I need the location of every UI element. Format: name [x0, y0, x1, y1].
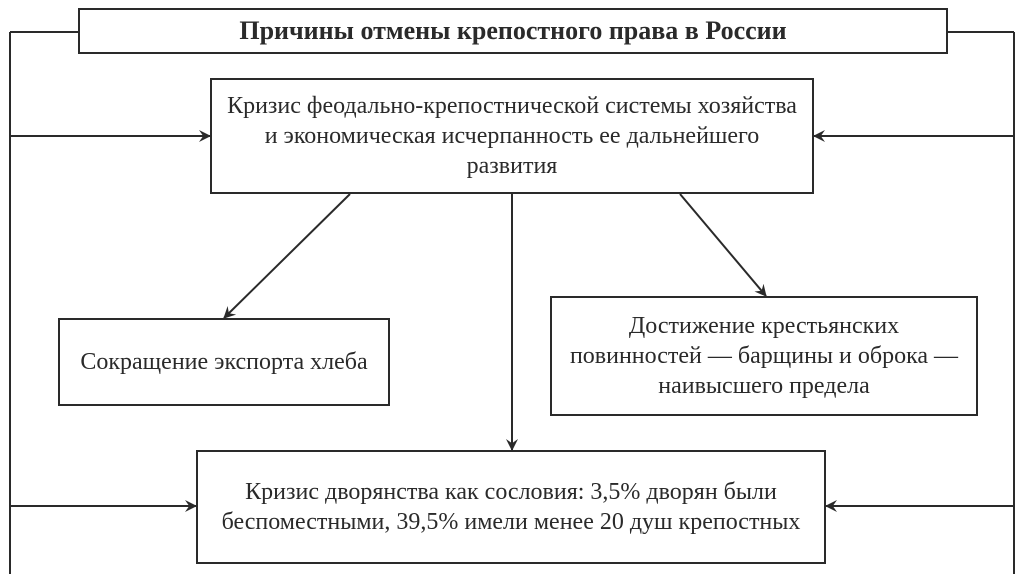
edge-2: [680, 194, 766, 296]
edge-0: [224, 194, 350, 318]
node-crisis_feudal: Кризис феодально-крепостнической системы…: [210, 78, 814, 194]
node-export_decline: Сокращение экспорта хлеба: [58, 318, 390, 406]
diagram-canvas: Причины отмены крепостного права в Росси…: [0, 0, 1024, 574]
node-title: Причины отмены крепостного права в Росси…: [78, 8, 948, 54]
node-peasant_duties: Достижение крестьянских повинностей — ба…: [550, 296, 978, 416]
node-nobility_crisis: Кризис дворянства как сословия: 3,5% дво…: [196, 450, 826, 564]
